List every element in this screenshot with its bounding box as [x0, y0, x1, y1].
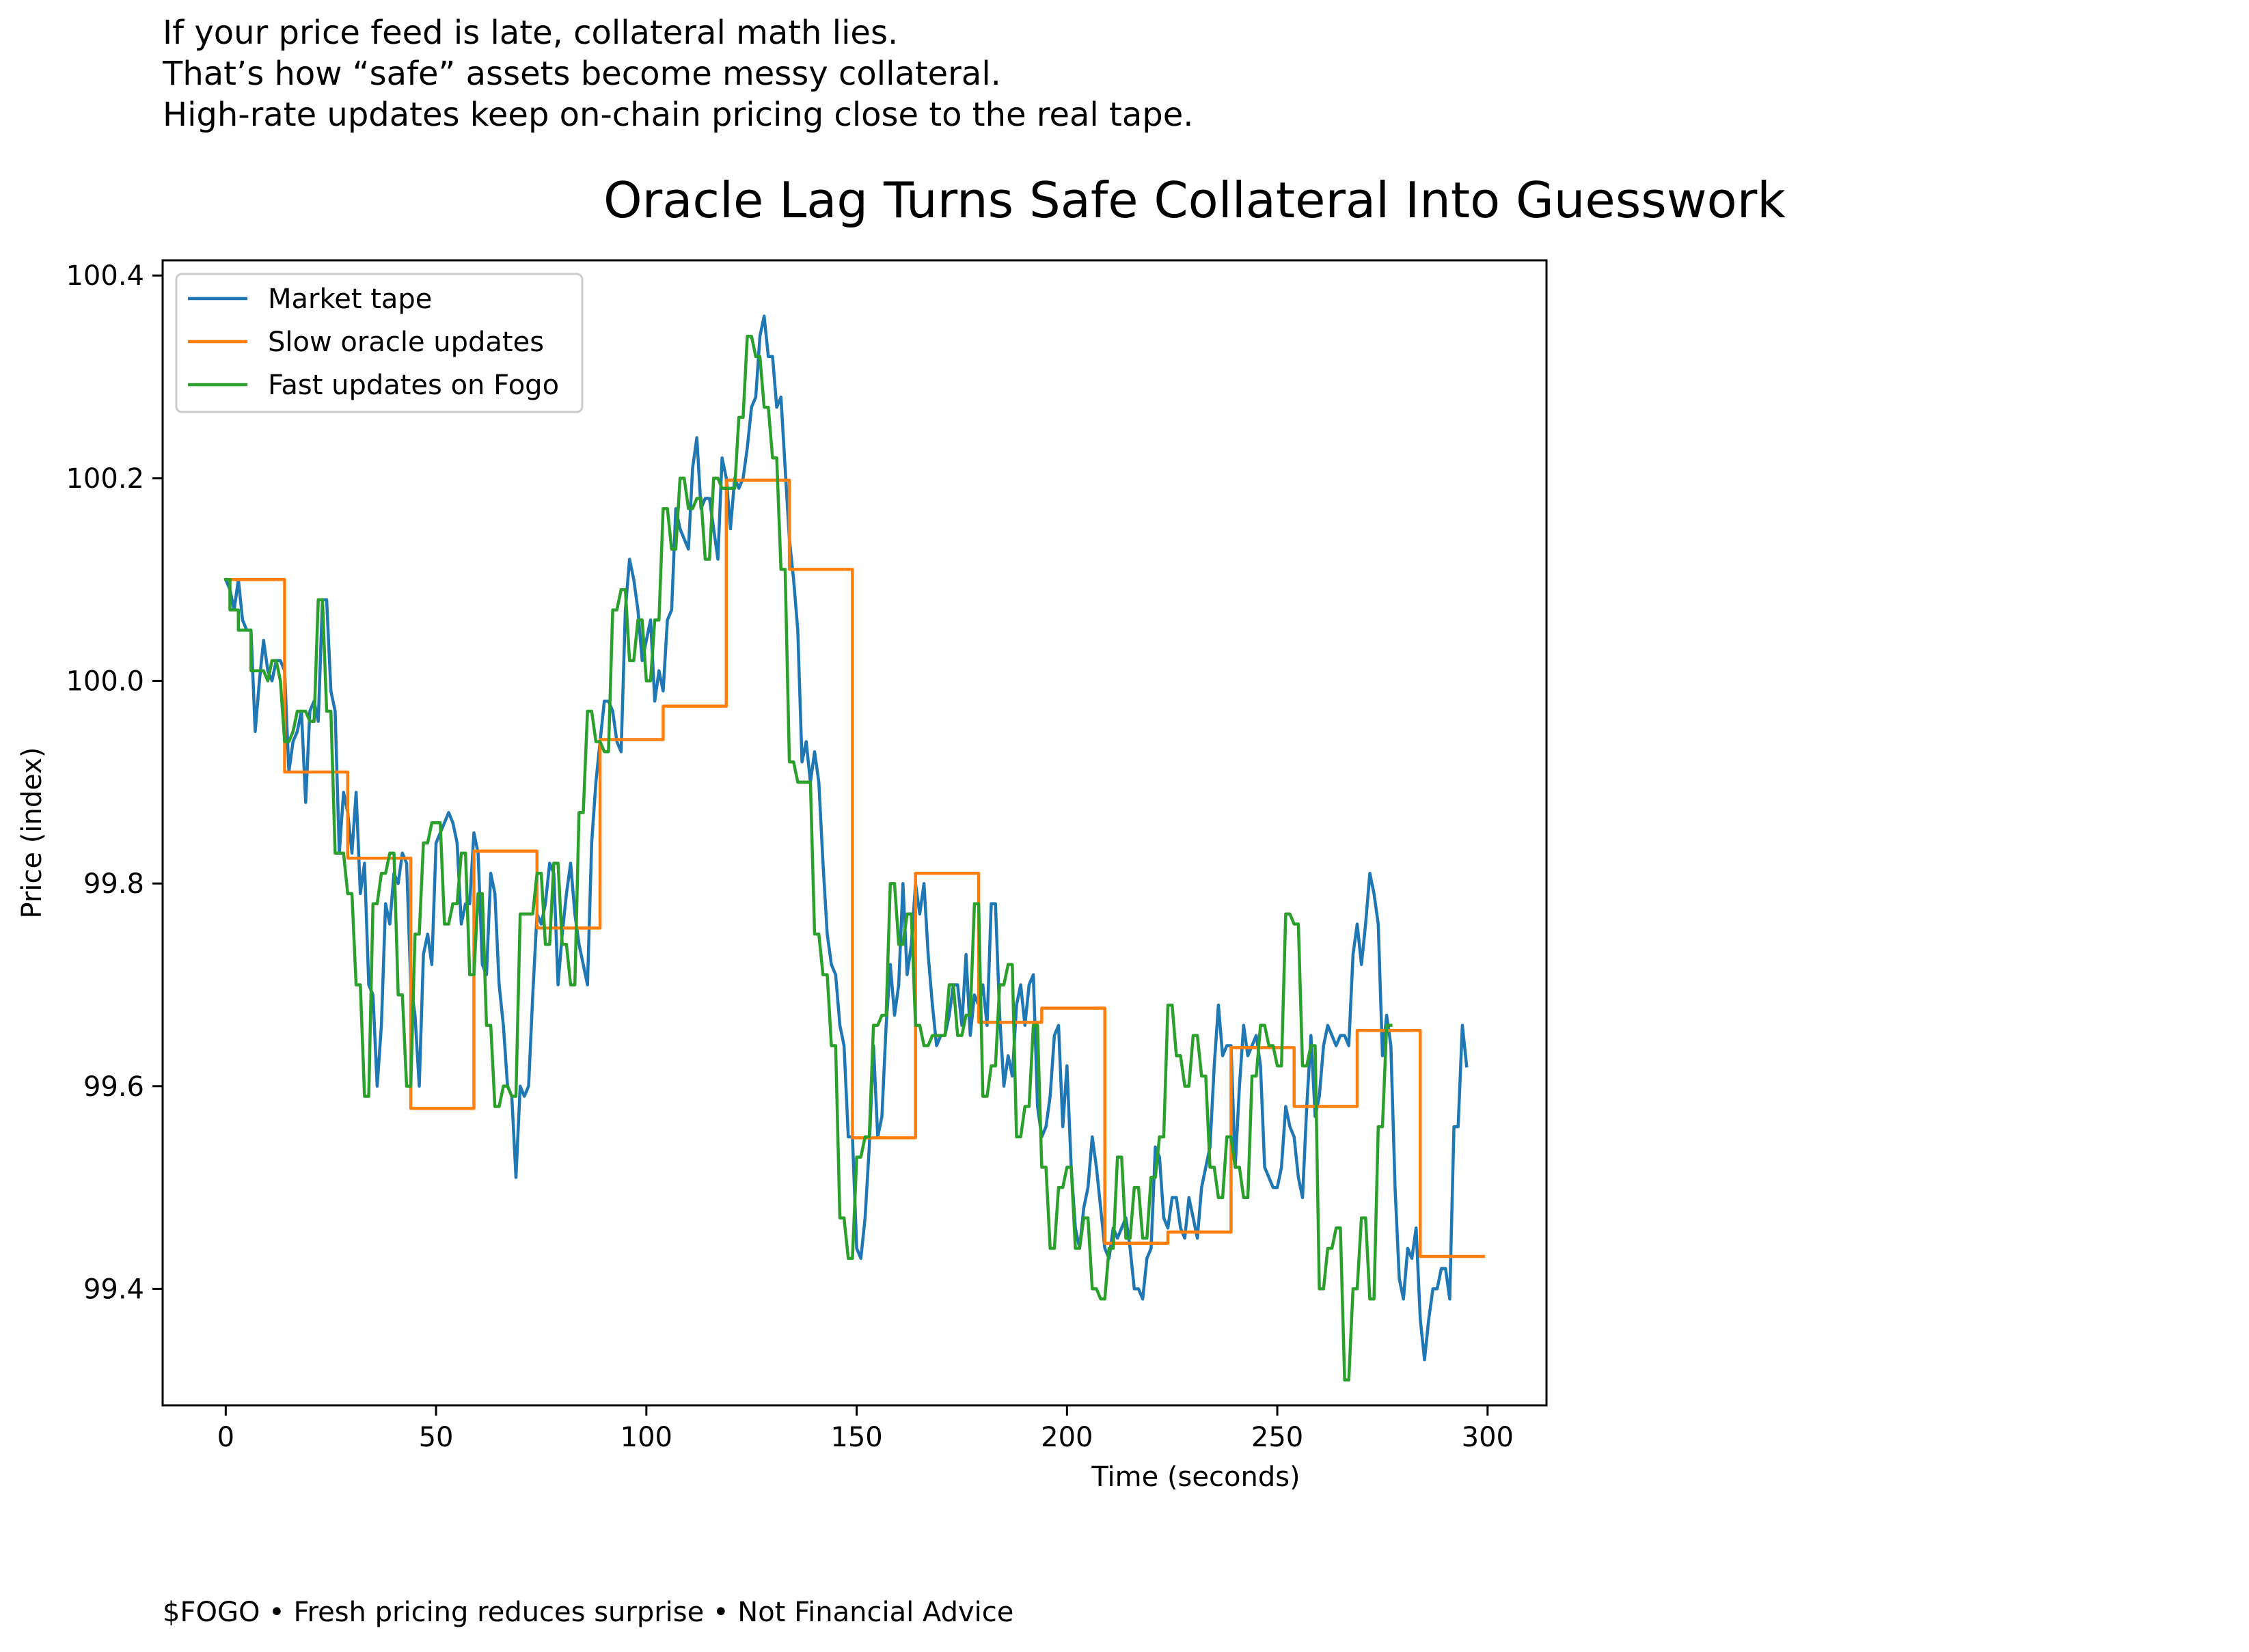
chart-title: Oracle Lag Turns Safe Collateral Into Gu…	[603, 171, 1786, 229]
legend: Market tape Slow oracle updates Fast updat…	[175, 273, 584, 413]
series-line-3	[224, 334, 1393, 1382]
footer-note: $FOGO • Fresh pricing reduces surprise •…	[163, 1597, 1014, 1628]
x-axis-label: Time (seconds)	[1091, 1461, 1300, 1493]
intro-line-3: High-rate updates keep on-chain pricing …	[163, 96, 1194, 134]
legend-label-2: Slow oracle updates	[268, 327, 544, 358]
series-layer	[223, 314, 1485, 1382]
legend-label-1: Market tape	[268, 284, 432, 315]
y-tick-label: 99.8	[83, 868, 144, 900]
legend-label-3: Fast updates on Fogo	[268, 370, 559, 401]
series-line-1	[223, 314, 1469, 1362]
y-tick-label: 100.2	[66, 463, 144, 495]
x-axis: 0 50 100 150 200 250 300	[217, 1405, 1514, 1453]
legend-items: Market tape Slow oracle updates Fast updat…	[188, 284, 559, 401]
x-tick-label: 200	[1041, 1422, 1093, 1453]
x-tick-label: 0	[217, 1422, 234, 1453]
y-tick-label: 100.4	[66, 260, 144, 292]
intro-line-2: That’s how “safe” assets become messy co…	[163, 55, 1001, 93]
intro-text: If your price feed is late, collateral m…	[163, 12, 1194, 135]
y-tick-label: 99.4	[83, 1274, 144, 1305]
y-tick-label: 100.0	[66, 666, 144, 698]
intro-line-1: If your price feed is late, collateral m…	[163, 14, 899, 52]
y-axis-label: Price (index)	[16, 747, 48, 919]
y-tick-label: 99.6	[83, 1071, 144, 1103]
y-axis: 99.4 99.6 99.8 100.0 100.2 100.4	[66, 260, 163, 1305]
x-tick-label: 50	[419, 1422, 454, 1453]
series-line-2	[224, 478, 1485, 1258]
x-tick-label: 100	[621, 1422, 672, 1453]
x-tick-label: 150	[830, 1422, 882, 1453]
x-tick-label: 250	[1251, 1422, 1303, 1453]
legend-box	[175, 273, 584, 413]
x-tick-label: 300	[1462, 1422, 1514, 1453]
plot-frame	[161, 259, 1548, 1407]
